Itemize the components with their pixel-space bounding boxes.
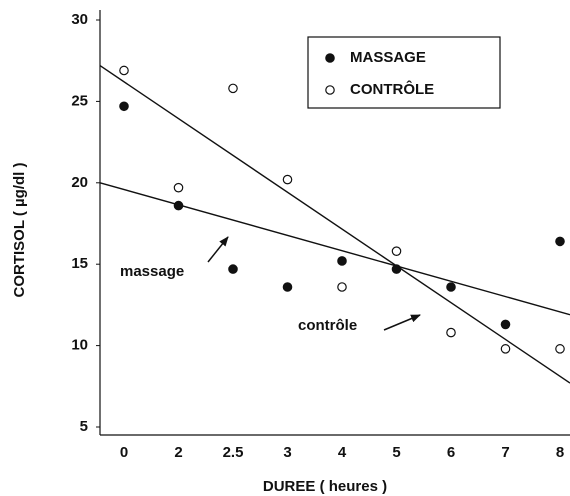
x-tick-label: 2: [174, 444, 182, 461]
point: [446, 282, 456, 292]
x-tick-label: 0: [120, 444, 128, 461]
legend-label: CONTRÔLE: [350, 80, 434, 98]
x-tick-label: 3: [283, 444, 291, 461]
x-tick-label: 5: [392, 444, 400, 461]
x-tick-label: 8: [556, 444, 564, 461]
y-tick-label: 25: [71, 92, 88, 109]
point: [337, 282, 347, 292]
point: [228, 264, 238, 274]
point: [119, 65, 129, 76]
x-axis-title: DUREE ( heures ): [263, 478, 387, 495]
x-tick-label: 2.5: [223, 444, 244, 461]
y-tick-label: 15: [71, 255, 88, 272]
trend-line: [99, 65, 570, 384]
x-tick-label: 6: [447, 444, 455, 461]
legend-marker: [325, 85, 335, 95]
y-tick-label: 20: [71, 174, 88, 191]
point: [446, 327, 456, 338]
annotation-arrow: [207, 236, 229, 263]
point: [391, 264, 402, 274]
point: [282, 282, 293, 292]
annotation: contrôle: [298, 317, 357, 334]
point: [173, 182, 184, 193]
point: [173, 200, 184, 211]
annotation-arrow: [383, 314, 421, 331]
point: [228, 83, 238, 94]
point: [500, 319, 511, 330]
point: [119, 101, 129, 112]
point: [337, 256, 347, 266]
legend-marker: [325, 53, 335, 63]
trend-line: [99, 182, 570, 316]
point: [555, 236, 565, 247]
point: [500, 344, 511, 354]
legend-label: MASSAGE: [350, 49, 426, 66]
legend-box: [307, 36, 501, 109]
point: [282, 174, 293, 185]
x-tick-label: 7: [501, 444, 509, 461]
point: [391, 246, 402, 256]
y-tick-label: 30: [71, 11, 88, 28]
point: [555, 344, 565, 354]
y-axis-title: CORTISOL ( µg/dl ): [11, 162, 28, 297]
y-tick-label: 5: [80, 418, 88, 435]
x-tick-label: 4: [338, 444, 347, 461]
annotation: massage: [120, 263, 184, 280]
y-tick-label: 10: [71, 337, 88, 354]
